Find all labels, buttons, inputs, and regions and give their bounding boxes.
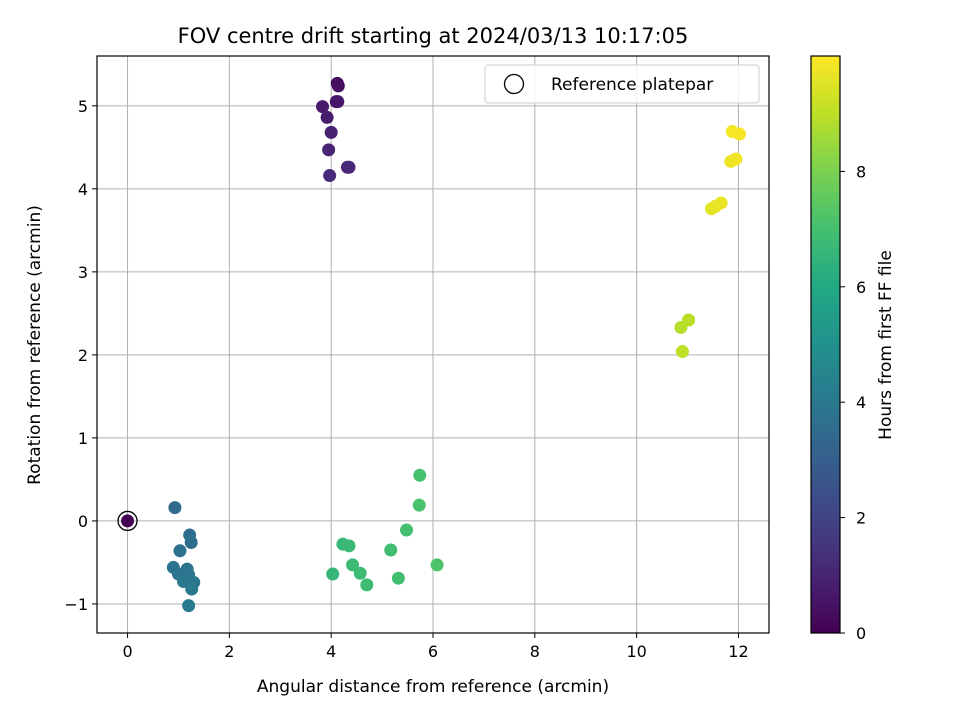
data-point xyxy=(729,152,743,166)
data-point xyxy=(430,558,444,572)
x-tick-label: 2 xyxy=(224,642,234,661)
colorbar-tick-label: 0 xyxy=(856,624,866,643)
legend: Reference platepar xyxy=(484,64,760,104)
x-axis-label: Angular distance from reference (arcmin) xyxy=(257,677,609,697)
data-point xyxy=(173,544,187,558)
data-point xyxy=(185,582,199,596)
data-point xyxy=(412,498,426,512)
x-tick-label: 4 xyxy=(326,642,336,661)
x-tick-label: 8 xyxy=(530,642,540,661)
data-point xyxy=(182,599,196,613)
y-tick-label: 2 xyxy=(78,346,88,365)
data-point xyxy=(675,345,689,359)
data-point xyxy=(346,558,360,572)
legend-box xyxy=(484,64,760,104)
data-point xyxy=(413,468,427,482)
data-point xyxy=(714,196,728,210)
legend-reference-marker xyxy=(503,73,525,95)
data-point xyxy=(342,539,356,553)
colorbar-tick-label: 4 xyxy=(856,393,866,412)
y-tick-label: −1 xyxy=(64,595,88,614)
data-point xyxy=(391,571,405,585)
colorbar-ticks: 0 2 4 6 8 xyxy=(840,162,866,643)
data-point xyxy=(316,100,330,114)
data-point xyxy=(323,169,337,183)
data-point xyxy=(320,110,334,124)
reference-platepar-marker xyxy=(117,510,138,532)
colorbar-gradient xyxy=(810,55,841,634)
data-point xyxy=(384,543,398,557)
data-point xyxy=(324,125,338,139)
data-point xyxy=(353,566,367,580)
y-tick-label: 4 xyxy=(78,180,88,199)
y-tick-label: 1 xyxy=(78,429,88,448)
data-point xyxy=(360,578,374,592)
y-tick-label: 3 xyxy=(78,263,88,282)
colorbar: 0 2 4 6 8 Hours from first FF file xyxy=(810,55,896,643)
x-tick-label: 6 xyxy=(428,642,438,661)
y-axis-ticks: −1 0 1 2 3 4 5 xyxy=(64,97,97,614)
chart-title: FOV centre drift starting at 2024/03/13 … xyxy=(178,24,689,48)
colorbar-tick-label: 6 xyxy=(856,278,866,297)
colorbar-tick-label: 2 xyxy=(856,509,866,528)
data-point xyxy=(326,567,340,581)
y-tick-label: 5 xyxy=(78,97,88,116)
data-point xyxy=(342,160,356,174)
grid xyxy=(97,56,769,633)
x-tick-label: 10 xyxy=(626,642,646,661)
y-tick-label: 0 xyxy=(78,512,88,531)
data-point xyxy=(682,313,696,327)
y-axis-label: Rotation from reference (arcmin) xyxy=(25,205,45,485)
x-tick-label: 0 xyxy=(122,642,132,661)
x-tick-label: 12 xyxy=(728,642,748,661)
x-axis-ticks: 0 2 4 6 8 10 12 xyxy=(122,633,749,661)
colorbar-tick-label: 8 xyxy=(856,162,866,181)
data-point xyxy=(331,79,345,93)
data-point xyxy=(184,536,198,550)
data-point xyxy=(168,501,182,515)
data-points xyxy=(117,76,746,613)
data-point xyxy=(331,95,345,109)
data-point xyxy=(732,127,746,141)
data-point xyxy=(400,523,414,537)
colorbar-label: Hours from first FF file xyxy=(876,250,896,440)
legend-reference-label: Reference platepar xyxy=(551,75,713,95)
data-point xyxy=(322,143,336,157)
data-point xyxy=(121,514,135,528)
